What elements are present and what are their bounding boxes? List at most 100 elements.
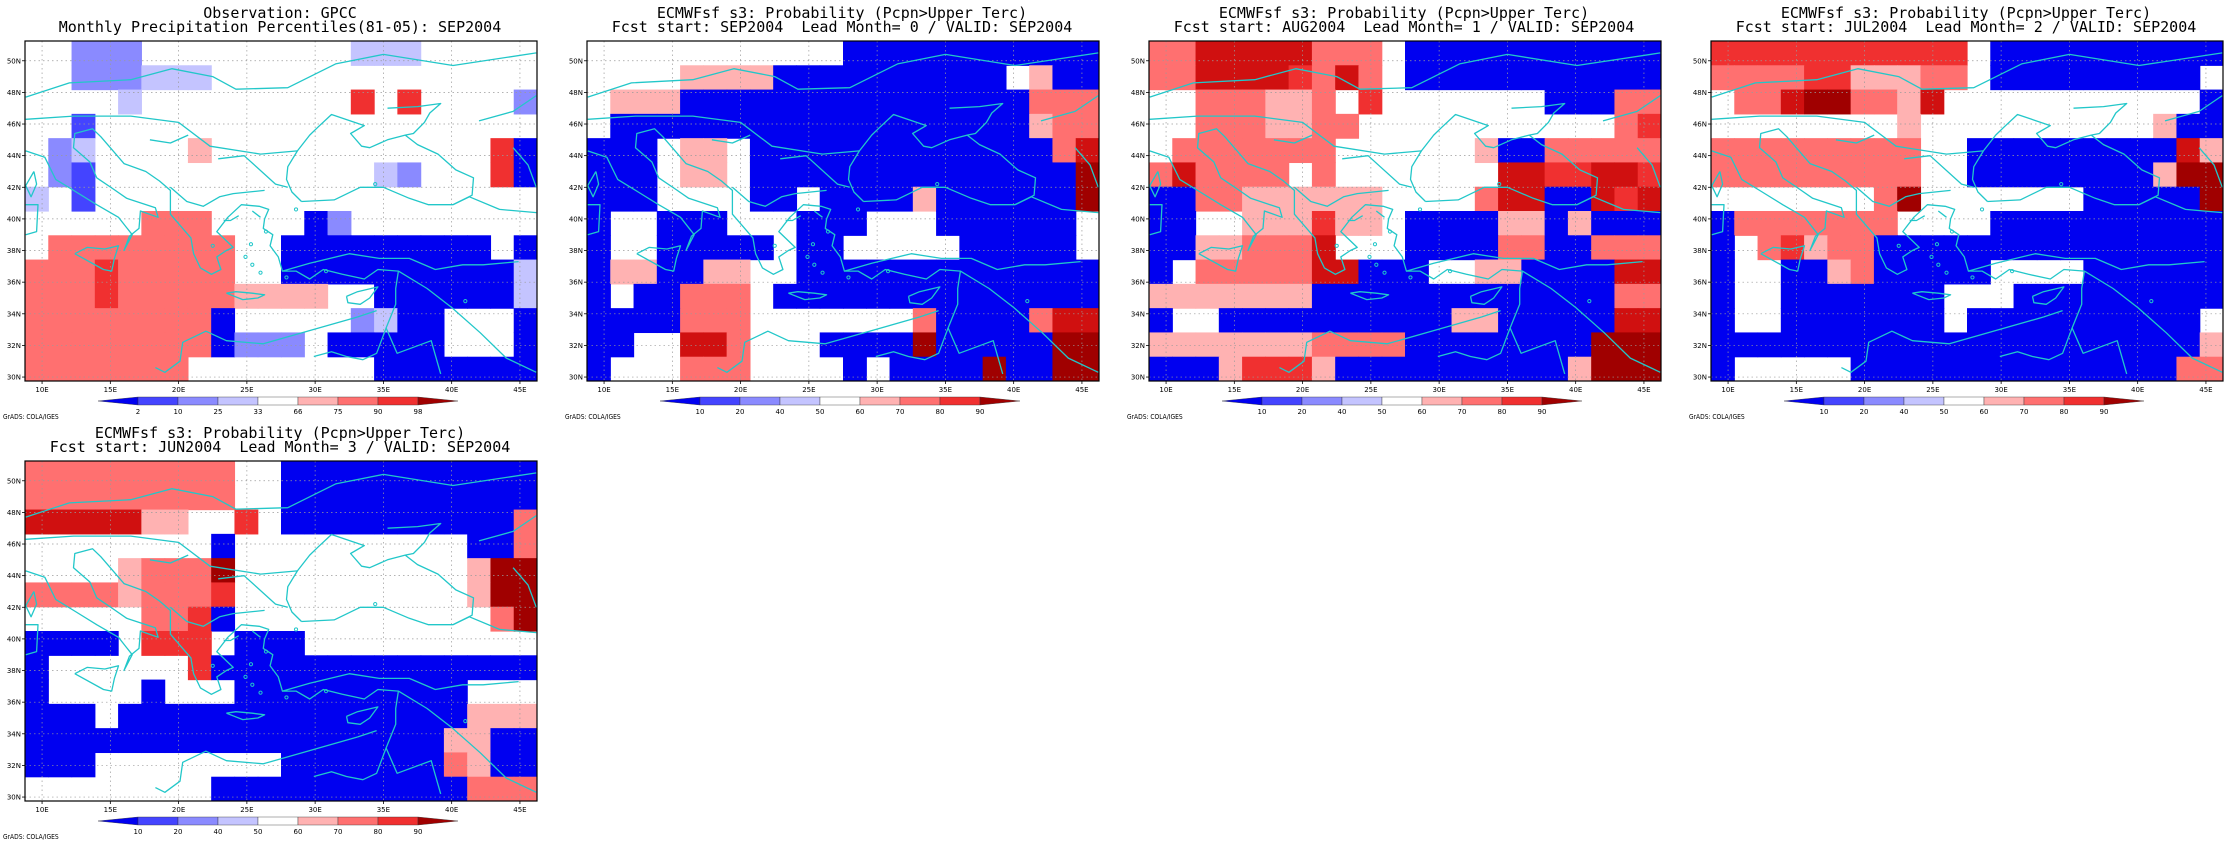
- colorbar-label: 70: [896, 408, 905, 416]
- grid-cell: [513, 485, 537, 511]
- lon-tick-label: 10E: [597, 386, 610, 394]
- grid-cell: [1591, 65, 1616, 91]
- grid-cell: [796, 113, 821, 139]
- colorbar-segment: [137, 816, 179, 826]
- grid-cell: [467, 533, 492, 559]
- lat-tick-label: 48N: [1131, 89, 1145, 97]
- grid-cell: [912, 283, 937, 309]
- colorbar-segment: [899, 396, 941, 406]
- coast-path: [357, 309, 377, 318]
- grid-cell: [843, 41, 867, 66]
- lon-tick-label: 45E: [1637, 386, 1650, 394]
- grid-cell: [211, 283, 236, 309]
- coast-path: [949, 102, 1004, 136]
- grid-cell: [1474, 65, 1499, 91]
- grid-cell: [513, 138, 537, 164]
- grid-cell: [327, 776, 352, 801]
- grid-cell: [164, 703, 189, 729]
- grid-cell: [1757, 211, 1782, 236]
- grid-cell: [796, 211, 821, 236]
- grid-cell: [2199, 162, 2223, 188]
- grid-cell: [587, 235, 611, 261]
- grid-cell: [610, 259, 635, 285]
- grid-cell: [25, 186, 49, 212]
- lon-tick-label: 20E: [734, 386, 747, 394]
- lat-tick-label: 42N: [7, 184, 21, 192]
- grid-cell: [281, 728, 305, 754]
- grid-cell: [513, 89, 537, 115]
- grid-cell: [1757, 65, 1782, 91]
- grid-cell: [281, 631, 305, 656]
- colorbar-segment: [97, 396, 139, 406]
- coast-path: [711, 134, 751, 144]
- grid-cell: [866, 186, 891, 212]
- lon-tick-label: 15E: [104, 386, 117, 394]
- grid-cell: [1474, 41, 1499, 66]
- grid-cell: [141, 65, 166, 91]
- grid-cell: [982, 89, 1007, 115]
- grid-cell: [726, 89, 751, 115]
- grid-cell: [843, 211, 867, 236]
- colorbar-label: 90: [976, 408, 985, 416]
- grid-cell: [1218, 308, 1243, 334]
- grid-cell: [1172, 162, 1197, 188]
- grid-cell: [982, 308, 1007, 334]
- grid-cell: [1850, 283, 1875, 309]
- grid-cell: [1614, 138, 1639, 164]
- grid-cell: [1265, 41, 1290, 66]
- grid-cell: [2013, 308, 2038, 334]
- grid-cell: [2199, 89, 2223, 115]
- grid-cell: [1428, 65, 1453, 91]
- coast-path: [223, 215, 240, 222]
- lat-tick-label: 36N: [1131, 279, 1145, 287]
- grid-cell: [467, 776, 492, 801]
- grid-cell: [982, 113, 1007, 139]
- grid-cell: [1591, 89, 1616, 115]
- grid-cell: [467, 485, 492, 511]
- lon-tick-label: 15E: [666, 386, 679, 394]
- grid-cell: [141, 558, 166, 584]
- island-mark: [250, 262, 255, 267]
- grid-cell: [889, 113, 914, 139]
- map-panel: ECMWFsf s3: Probability (Pcpn>Upper Terc…: [562, 0, 1122, 421]
- grid-cell: [1591, 308, 1616, 334]
- grid-cell: [374, 752, 398, 778]
- grid-cell: [1897, 186, 1922, 212]
- map-panel: ECMWFsf s3: Probability (Pcpn>Upper Terc…: [1686, 0, 2240, 421]
- grid-cell: [703, 235, 728, 261]
- grid-cell: [959, 259, 984, 285]
- coast-path: [512, 567, 537, 608]
- grid-cell: [118, 283, 142, 309]
- grid-cell: [443, 752, 468, 778]
- grid-cell: [490, 558, 515, 584]
- coast-path: [218, 575, 288, 608]
- grid-cell: [2129, 332, 2154, 358]
- grid-cell: [397, 485, 422, 511]
- grid-cell: [1498, 138, 1522, 164]
- grid-cell: [48, 308, 73, 334]
- grid-cell: [211, 728, 236, 754]
- grid-cell: [1075, 89, 1099, 115]
- grid-cell: [1780, 211, 1805, 236]
- grid-cell: [141, 211, 166, 236]
- island-mark: [846, 275, 851, 280]
- island-mark: [825, 229, 831, 234]
- grid-cell: [1405, 65, 1429, 91]
- grid-cell: [397, 162, 422, 188]
- grid-cell: [819, 211, 844, 236]
- grid-cell: [2083, 283, 2108, 309]
- lon-tick-label: 40E: [1007, 386, 1020, 394]
- grid-cell: [1804, 332, 1828, 358]
- grid-cell: [1052, 89, 1077, 115]
- colorbar-label: 2: [136, 408, 140, 416]
- coast-path: [251, 210, 261, 218]
- coast-path: [398, 690, 537, 793]
- grid-cell: [959, 89, 984, 115]
- grid-cell: [1521, 308, 1546, 334]
- grid-cell: [1242, 89, 1266, 115]
- grid-cell: [1897, 332, 1922, 358]
- grid-cell: [1873, 89, 1898, 115]
- coast-path: [788, 291, 828, 301]
- grid-cell: [513, 356, 537, 381]
- grid-cell: [327, 211, 352, 236]
